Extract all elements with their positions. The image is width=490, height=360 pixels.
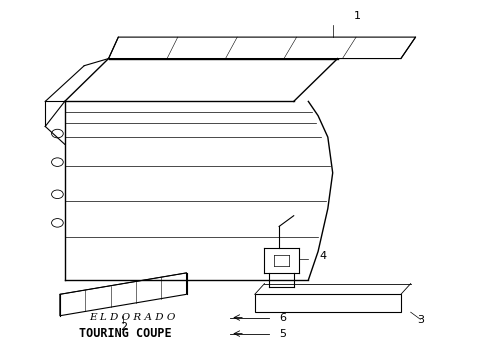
Text: E L D O R A D O: E L D O R A D O [89,313,175,322]
Text: TOURING COUPE: TOURING COUPE [79,327,172,340]
Text: 4: 4 [319,251,326,261]
Text: 5: 5 [279,329,286,339]
Text: 1: 1 [354,11,361,21]
Text: 6: 6 [279,312,286,323]
Text: 2: 2 [120,322,127,332]
Text: 3: 3 [417,315,424,325]
